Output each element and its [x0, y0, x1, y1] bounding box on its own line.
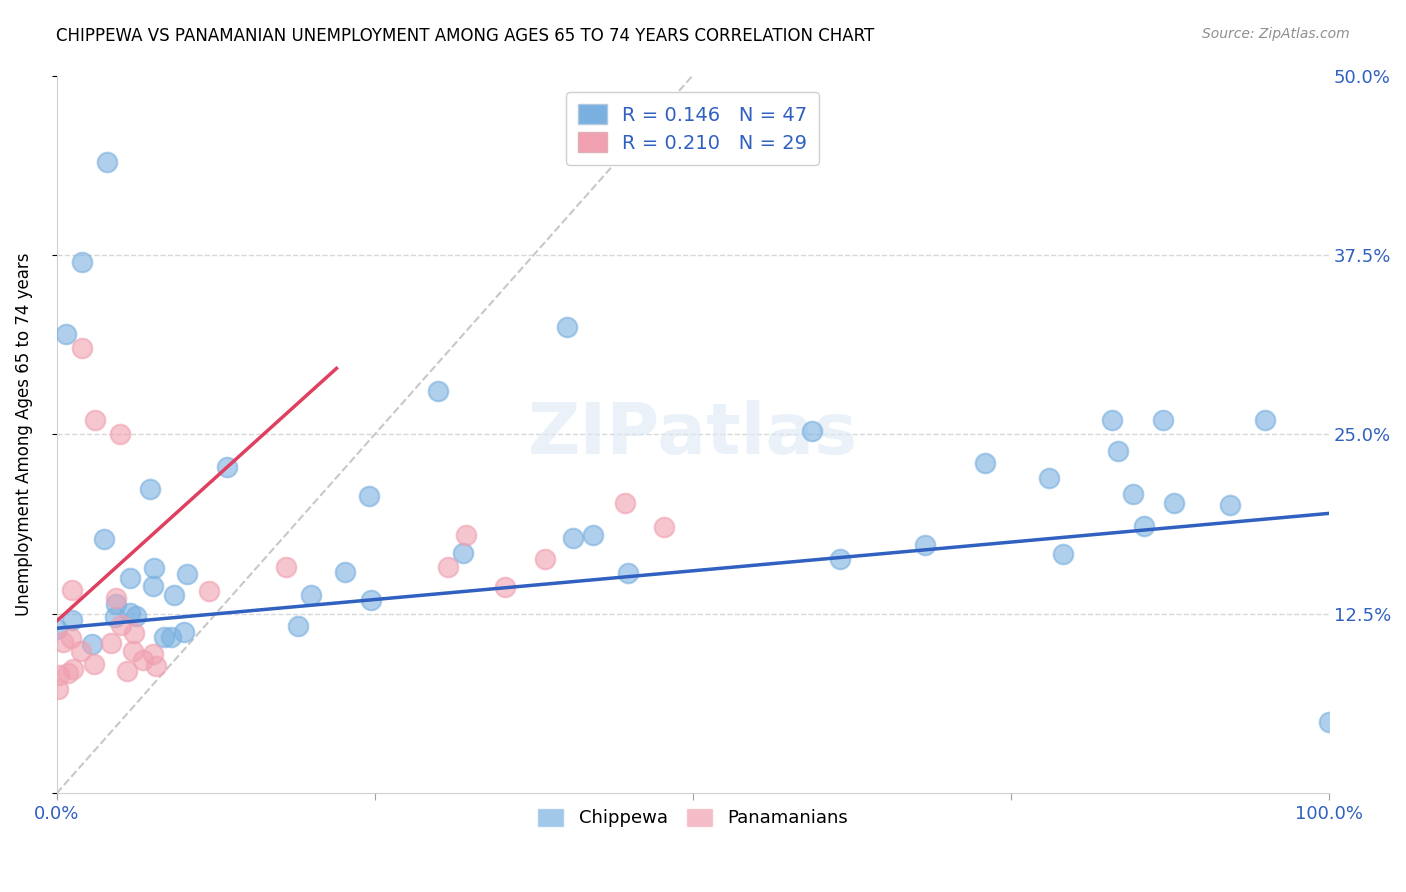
Point [93, 532, 115, 546]
Text: CHIPPEWA VS PANAMANIAN UNEMPLOYMENT AMONG AGES 65 TO 74 YEARS CORRELATION CHART: CHIPPEWA VS PANAMANIAN UNEMPLOYMENT AMON… [56, 27, 875, 45]
Point [48, 668, 70, 682]
Point [125, 609, 148, 624]
Point [80, 637, 103, 651]
Point [215, 460, 238, 475]
Point [131, 653, 153, 667]
Point [46, 622, 69, 636]
Point [100, 635, 122, 649]
Point [1163, 495, 1185, 509]
Point [110, 618, 132, 632]
Point [828, 552, 851, 566]
Point [299, 588, 322, 602]
Point [124, 626, 146, 640]
Point [69, 644, 91, 658]
Point [451, 546, 474, 560]
Point [70, 255, 93, 269]
Text: Source: ZipAtlas.com: Source: ZipAtlas.com [1202, 27, 1350, 41]
Point [143, 561, 166, 575]
Point [1219, 498, 1241, 512]
Point [198, 584, 221, 599]
Point [83, 657, 105, 671]
Point [654, 520, 676, 534]
Point [1254, 413, 1277, 427]
Point [335, 565, 357, 579]
Point [974, 456, 997, 470]
Point [83, 413, 105, 427]
Point [52, 634, 75, 648]
Point [1317, 714, 1340, 729]
Point [152, 630, 174, 644]
Point [145, 659, 167, 673]
Point [121, 644, 143, 658]
Point [561, 531, 583, 545]
Point [48, 681, 70, 696]
Point [914, 539, 936, 553]
Point [110, 427, 132, 442]
Point [1107, 443, 1129, 458]
Point [276, 560, 298, 574]
Point [176, 566, 198, 581]
Point [582, 527, 605, 541]
Legend: Chippewa, Panamanians: Chippewa, Panamanians [530, 801, 855, 835]
Point [103, 610, 125, 624]
Point [62, 662, 84, 676]
Point [70, 341, 93, 355]
Point [163, 589, 186, 603]
Point [1101, 413, 1123, 427]
Point [557, 320, 579, 334]
Point [142, 648, 165, 662]
Point [142, 579, 165, 593]
Point [104, 597, 127, 611]
Point [59, 631, 82, 645]
Point [287, 619, 309, 633]
Point [1052, 547, 1074, 561]
Point [800, 424, 823, 438]
Point [616, 566, 638, 581]
Point [56, 666, 79, 681]
Point [118, 606, 141, 620]
Point [105, 591, 128, 605]
Point [60, 613, 83, 627]
Text: ZIPatlas: ZIPatlas [527, 400, 858, 469]
Point [96, 154, 118, 169]
Point [55, 326, 77, 341]
Point [1038, 470, 1060, 484]
Point [1152, 413, 1174, 427]
Point [118, 571, 141, 585]
Point [1122, 487, 1144, 501]
Point [534, 551, 557, 566]
Point [159, 630, 181, 644]
Point [1132, 519, 1154, 533]
Point [436, 560, 458, 574]
Point [139, 482, 162, 496]
Point [427, 384, 450, 399]
Point [117, 664, 139, 678]
Point [173, 625, 195, 640]
Point [613, 496, 636, 510]
Point [357, 489, 380, 503]
Point [454, 528, 477, 542]
Y-axis label: Unemployment Among Ages 65 to 74 years: Unemployment Among Ages 65 to 74 years [15, 252, 32, 616]
Point [60, 582, 83, 597]
Point [360, 592, 382, 607]
Point [494, 580, 516, 594]
